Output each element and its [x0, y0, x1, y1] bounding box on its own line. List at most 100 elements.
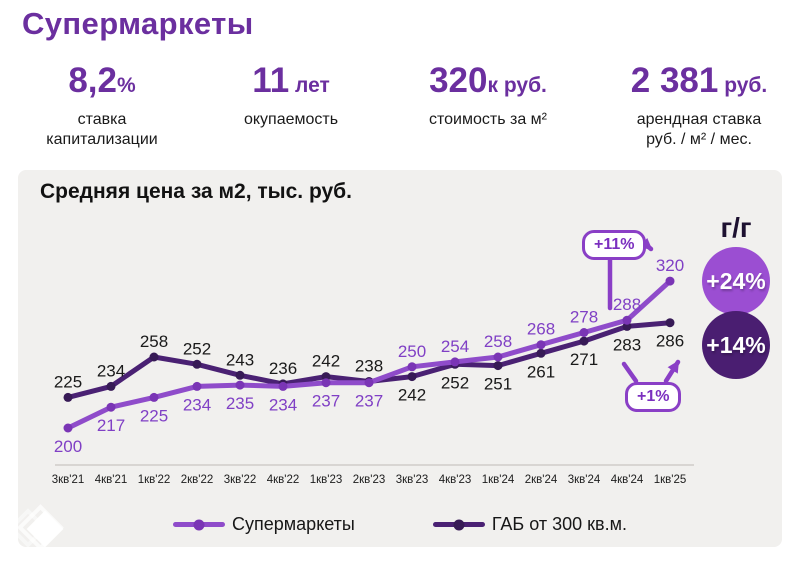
stat-label: ставка капитализации	[46, 111, 158, 149]
data-point	[622, 321, 632, 331]
data-label: 254	[441, 337, 469, 356]
data-point	[106, 381, 116, 391]
data-label: 268	[527, 320, 555, 339]
data-point	[536, 340, 546, 350]
stat-value: 320к руб.	[429, 61, 547, 100]
data-point	[278, 381, 288, 391]
data-point	[407, 362, 417, 372]
data-point	[321, 378, 331, 388]
annotation-badge-gab-qoq: +1%	[625, 382, 682, 412]
plot-layer: 3кв'21 4кв'21 1кв'22 2кв'22 3кв'22 4кв'22 1кв'…	[52, 256, 694, 486]
legend-label: Супермаркеты	[232, 514, 355, 534]
x-axis-label: 3кв'24	[568, 474, 601, 486]
stats-row: 8,2% ставка капитализации 11 лет окупаемо…	[0, 62, 800, 162]
x-axis-label: 4кв'23	[439, 474, 472, 486]
annotation-badge-supermarkets-qoq: +11%	[582, 230, 647, 260]
stat-rental-rate: 2 381 руб. арендная ставка руб. / м² / ме…	[631, 62, 767, 151]
x-axis-label: 1кв'24	[482, 474, 515, 486]
legend-marker-icon	[432, 519, 485, 530]
data-label: 217	[97, 416, 125, 435]
data-label: 252	[441, 373, 469, 392]
data-label: 320	[656, 256, 684, 275]
yoy-heading: г/г	[720, 212, 752, 243]
data-label: 237	[355, 392, 383, 411]
data-label: 235	[226, 394, 254, 413]
data-label: 258	[484, 332, 512, 351]
x-axis-label: 4кв'22	[267, 474, 300, 486]
stat-label: стоимость за м²	[429, 111, 547, 128]
data-label: 237	[312, 392, 340, 411]
yoy-circle-gab: +14%	[702, 311, 770, 379]
stat-value: 2 381 руб.	[630, 61, 768, 100]
data-point	[407, 372, 417, 382]
data-point	[364, 378, 374, 388]
page-title: Супермаркеты	[22, 6, 254, 41]
data-point	[493, 352, 503, 362]
price-line-chart: 3кв'21 4кв'21 1кв'22 2кв'22 3кв'22 4кв'22 1кв'…	[52, 235, 694, 486]
data-point	[149, 392, 159, 402]
data-label: 225	[140, 406, 168, 425]
x-axis-label: 1кв'22	[138, 474, 171, 486]
stat-price-per-m2: 320к руб. стоимость за м²	[429, 62, 547, 130]
data-label: 225	[54, 372, 82, 391]
stat-cap-rate: 8,2% ставка капитализации	[46, 62, 157, 151]
data-point	[665, 318, 675, 328]
data-label: 242	[312, 352, 340, 371]
data-label: 278	[570, 308, 598, 327]
legend-item: Супермаркеты	[173, 514, 355, 535]
legend-item: ГАБ от 300 кв.м.	[432, 514, 627, 535]
badge-arm-line	[621, 361, 639, 384]
data-label: 271	[570, 350, 598, 369]
x-axis-label: 2кв'23	[353, 474, 386, 486]
data-point	[235, 370, 245, 380]
data-label: 258	[140, 332, 168, 351]
chart-legend: Супермаркеты ГАБ от 300 кв.м.	[18, 514, 782, 535]
data-label: 234	[183, 395, 211, 414]
data-label: 238	[355, 357, 383, 376]
data-point	[536, 348, 546, 358]
data-point	[493, 361, 503, 371]
x-axis-label: 3кв'22	[224, 474, 257, 486]
arrow-to-286-icon	[663, 359, 681, 384]
data-label: 283	[613, 335, 641, 354]
stat-value: 8,2%	[68, 61, 136, 100]
stat-label: окупаемость	[243, 111, 339, 128]
data-point	[579, 336, 589, 346]
x-axis-label: 3кв'23	[396, 474, 429, 486]
data-label: 251	[484, 375, 512, 394]
x-axis-label: 1кв'23	[310, 474, 343, 486]
data-label: 286	[656, 332, 684, 351]
legend-marker-icon	[173, 519, 226, 530]
x-axis-label: 1кв'25	[654, 474, 687, 486]
legend-label: ГАБ от 300 кв.м.	[491, 514, 627, 534]
data-label: 250	[398, 342, 426, 361]
data-point	[579, 328, 589, 337]
data-label: 242	[398, 386, 426, 405]
data-label: 288	[613, 295, 641, 314]
stat-label: арендная ставка руб. / м² / мес.	[636, 111, 762, 149]
data-point	[63, 392, 73, 402]
data-point	[149, 352, 159, 362]
data-label: 234	[97, 361, 125, 380]
x-axis-label: 4кв'21	[95, 474, 128, 486]
data-point	[665, 276, 675, 286]
data-label: 252	[183, 339, 211, 358]
chart-panel: Средняя цена за м2, тыс. руб. 3кв'21 4кв'…	[18, 170, 782, 547]
brand-diamond-icon	[18, 504, 74, 547]
data-label: 234	[269, 395, 297, 414]
yoy-circle-supermarkets: +24%	[702, 247, 770, 315]
data-point	[192, 381, 202, 391]
x-axis-label: 4кв'24	[611, 474, 644, 486]
data-point	[192, 359, 202, 369]
data-label: 200	[54, 437, 82, 456]
data-label: 261	[527, 362, 555, 381]
data-point	[622, 315, 632, 325]
data-point	[63, 423, 73, 433]
data-point	[106, 402, 116, 412]
stat-value: 11 лет	[252, 61, 330, 100]
data-label: 236	[269, 359, 297, 378]
data-point	[235, 380, 245, 390]
data-label: 243	[226, 350, 254, 369]
x-axis-label: 3кв'21	[52, 474, 85, 486]
